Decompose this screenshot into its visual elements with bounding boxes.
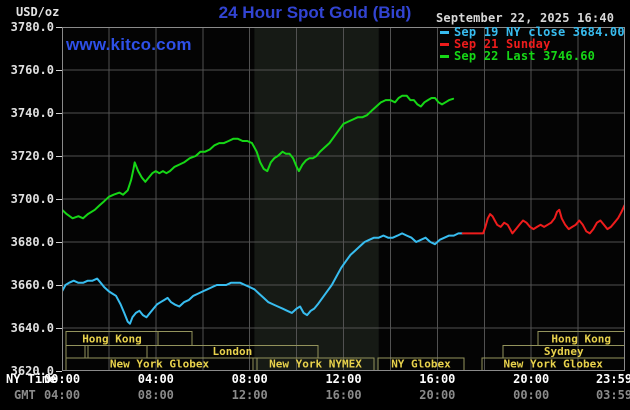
x-axis-tick-label-gmt: 20:00: [419, 388, 456, 402]
page-title: 24 Hour Spot Gold (Bid): [218, 3, 412, 22]
session-label: New York Globex: [110, 358, 210, 371]
y-axis-tick-label: 3760.0: [10, 63, 54, 77]
x-axis-tick-label-nytime: 16:00: [419, 372, 456, 386]
x-axis-tick-label-nytime: 00:00: [43, 372, 81, 386]
y-axis-tick-mark: [56, 70, 62, 71]
x-axis-tick-label-nytime: 12:00: [325, 372, 362, 386]
x-axis-tick-label-nytime: 04:00: [137, 372, 174, 386]
kitco-watermark-link[interactable]: www.kitco.com: [66, 35, 192, 54]
session-label: London: [213, 345, 253, 358]
y-axis-tick-label: 3720.0: [10, 149, 54, 163]
x-axis-row-label-gmt: GMT: [14, 388, 36, 402]
y-axis-tick-label: 3680.0: [10, 235, 54, 249]
y-axis-tick-mark: [56, 156, 62, 157]
session-label: New York NYMEX: [269, 358, 362, 371]
x-axis-tick-label-gmt: 12:00: [231, 388, 268, 402]
x-axis-tick-label-gmt: 08:00: [137, 388, 174, 402]
x-axis-tick-label-gmt: 16:00: [325, 388, 362, 402]
y-axis-tick-mark: [56, 27, 62, 28]
y-axis-tick-label: 3620.0: [10, 364, 54, 378]
legend-item: Sep 19 NY close 3684.00: [440, 25, 625, 39]
y-axis-tick-mark: [56, 242, 62, 243]
session-label: Hong Kong: [551, 333, 611, 346]
y-axis-tick-mark: [56, 199, 62, 200]
legend-dash-icon: [440, 42, 449, 46]
y-axis-tick-mark: [56, 328, 62, 329]
chart-legend: Sep 19 NY close 3684.00 Sep 21 Sunday Sep …: [440, 25, 625, 63]
y-axis-tick-label: 3640.0: [10, 321, 54, 335]
x-axis-tick-label-gmt: 00:00: [513, 388, 550, 402]
y-axis-tick-label: 3780.0: [10, 20, 54, 34]
plot-border: [62, 27, 625, 371]
legend-label: Sep 19 NY close 3684.00: [454, 25, 625, 39]
session-label: NY Globex: [391, 358, 451, 371]
x-axis-tick-label-nytime: 08:00: [231, 372, 268, 386]
session-label: New York Globex: [504, 358, 604, 371]
x-axis-tick-label-nytime: 23:59: [595, 372, 630, 386]
legend-label: Sep 21 Sunday: [454, 37, 551, 51]
x-axis-tick-label-nytime: 20:00: [513, 372, 550, 386]
y-axis-tick-mark: [56, 113, 62, 114]
x-axis-row-label-nytime: NY Time: [6, 372, 57, 386]
x-axis-tick-label-gmt: 04:00: [43, 388, 81, 402]
session-label: Hong Kong: [82, 333, 142, 346]
y-axis-tick-label: 3660.0: [10, 278, 54, 292]
y-axis-tick-mark: [56, 371, 62, 372]
plot-area: Hong Kong Hong Kong London Sydney New York G…: [61, 27, 626, 371]
series-line-2: [61, 94, 455, 220]
legend-item: Sep 21 Sunday: [440, 37, 625, 51]
series-line-0: [61, 232, 464, 325]
legend-dash-icon: [440, 30, 449, 34]
y-axis-tick-label: 3740.0: [10, 106, 54, 120]
chart-datetime: September 22, 2025 16:40: [436, 11, 615, 25]
x-axis-tick-label-gmt: 03:59: [595, 388, 630, 402]
y-axis-unit-label: USD/oz: [16, 5, 60, 19]
legend-item: Sep 22 Last 3746.60: [440, 49, 625, 63]
session-label: Sydney: [544, 345, 584, 358]
legend-label: Sep 22 Last 3746.60: [454, 49, 596, 63]
series-line-1: [461, 204, 626, 235]
y-axis-tick-mark: [56, 285, 62, 286]
legend-dash-icon: [440, 54, 449, 58]
y-axis-tick-label: 3700.0: [10, 192, 54, 206]
